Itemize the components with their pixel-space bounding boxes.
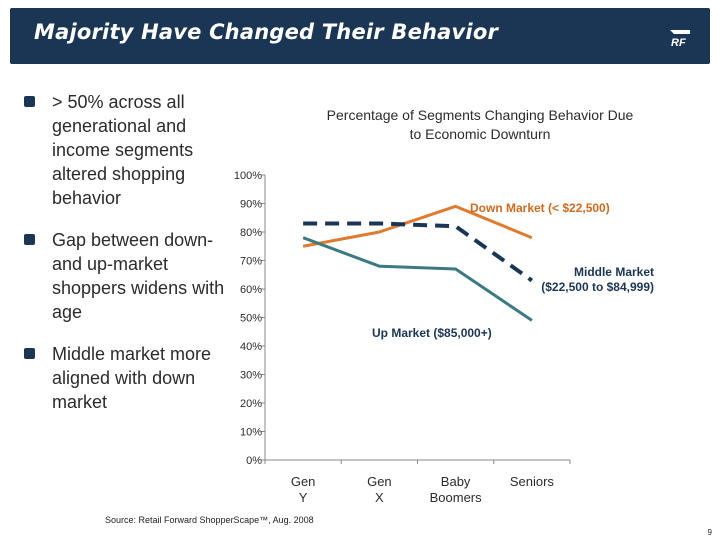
series-label: Down Market (< $22,500): [470, 201, 610, 215]
y-tick-label: 30%: [240, 370, 262, 382]
series-line: [303, 221, 534, 283]
bullet-square-icon: [24, 348, 35, 359]
y-tick-label: 20%: [240, 398, 262, 410]
y-tick-label: 0%: [246, 455, 262, 467]
title-bar: Majority Have Changed Their Behavior RF: [10, 8, 710, 64]
bullet-list: > 50% across all generational and income…: [22, 90, 232, 432]
chart-title: Percentage of Segments Changing Behavior…: [326, 107, 634, 142]
bullet-item: Gap between down- and up-market shoppers…: [22, 228, 232, 324]
y-tick-label: 40%: [240, 341, 262, 353]
y-tick-label: 10%: [240, 427, 262, 439]
bullet-text: Middle market more aligned with down mar…: [52, 344, 212, 412]
retail-forward-logo: RF: [670, 30, 690, 48]
bullet-square-icon: [24, 234, 35, 245]
series-line: [302, 204, 533, 248]
source-note: Source: Retail Forward ShopperScape™, Au…: [105, 515, 314, 525]
bullet-text: > 50% across all generational and income…: [52, 92, 194, 208]
y-tick-label: 50%: [240, 313, 262, 325]
bullet-item: > 50% across all generational and income…: [22, 90, 232, 210]
y-tick-label: 80%: [240, 227, 262, 239]
bullet-text: Gap between down- and up-market shoppers…: [52, 230, 225, 322]
y-tick-label: 60%: [240, 284, 262, 296]
bullet-square-icon: [24, 96, 35, 107]
svg-text:RF: RF: [671, 37, 686, 48]
series-label: Up Market ($85,000+): [372, 326, 492, 340]
x-tick-label: Gen Y: [291, 474, 316, 505]
y-tick-label: 70%: [240, 256, 262, 268]
y-tick-label: 100%: [234, 170, 262, 182]
x-tick-label: Gen X: [367, 474, 392, 505]
x-tick-label: Seniors: [510, 474, 555, 489]
page-title: Majority Have Changed Their Behavior: [34, 20, 499, 44]
y-tick-label: 90%: [240, 199, 262, 211]
page-number: 9: [707, 528, 712, 537]
x-tick-label: Baby Boomers: [430, 474, 483, 505]
bullet-item: Middle market more aligned with down mar…: [22, 342, 232, 414]
series-line: [302, 236, 533, 322]
series-label: Middle Market ($22,500 to $84,999): [541, 265, 654, 294]
